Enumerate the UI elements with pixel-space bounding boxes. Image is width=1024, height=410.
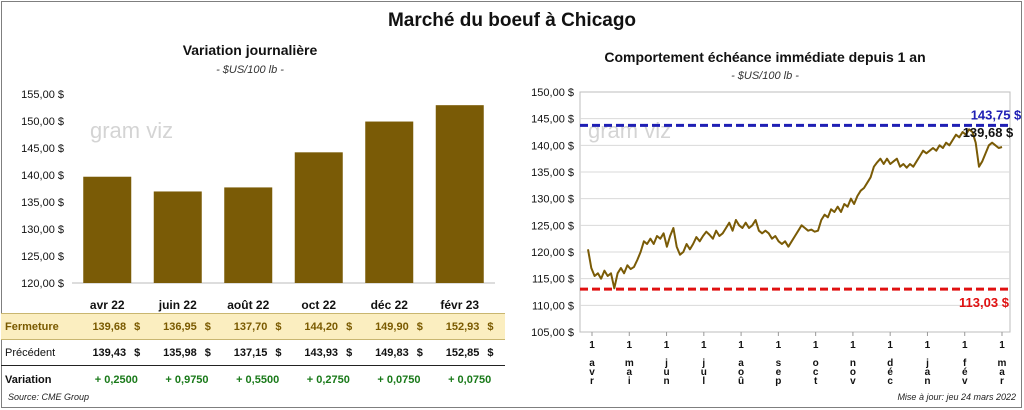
table-cell: 149,83 $ bbox=[375, 346, 423, 359]
y-tick-label: 110,00 $ bbox=[532, 300, 574, 312]
bar-chart-title: Variation journalière bbox=[182, 42, 318, 58]
table-row: Précédent 139,43 $ 135,98 $ 137,15 $ 143,93 $ 149… bbox=[1, 340, 505, 366]
x-tick-label: oct 22 bbox=[301, 298, 336, 312]
table-cell: 152,93 $ bbox=[434, 313, 505, 340]
y-tick-label: 150,00 $ bbox=[21, 116, 64, 128]
y-tick-label: 140,00 $ bbox=[21, 170, 64, 182]
x-tick-label: avr 22 bbox=[90, 298, 125, 312]
table-cell: + 0,5500 bbox=[222, 365, 293, 394]
line-chart: 105,00 $ 110,00 $ 115,00 $ 120,00 $ 125,00 $… bbox=[531, 87, 1022, 387]
price-line bbox=[587, 128, 1003, 290]
y-tick-label: 135,00 $ bbox=[531, 167, 574, 179]
x-tick-label: déc 22 bbox=[371, 298, 409, 312]
high-label: 143,75 $ bbox=[971, 107, 1022, 122]
y-tick-label: 130,00 $ bbox=[531, 194, 574, 206]
y-tick-label: 150,00 $ bbox=[531, 87, 574, 99]
y-tick-label: 130,00 $ bbox=[21, 224, 64, 236]
table-cell: 149,90 $ bbox=[363, 313, 435, 340]
price-table: Fermeture 139,68 $136,95 $137,70 $144,20 $149… bbox=[1, 313, 505, 394]
table-cell: 137,15 $ bbox=[233, 346, 282, 359]
table-row: Variation + 0,2500 + 0,9750 + 0,5500 + 0,275… bbox=[1, 365, 505, 394]
table-cell: 139,68 $ bbox=[81, 313, 152, 340]
table-cell: + 0,2500 bbox=[81, 365, 152, 394]
source-note: Source: CME Group bbox=[8, 392, 90, 402]
y-tick-label: 135,00 $ bbox=[21, 197, 64, 209]
bar-chart-unit: - $US/100 lb - bbox=[216, 64, 284, 76]
bar bbox=[294, 152, 343, 283]
row-label: Précédent bbox=[5, 346, 56, 359]
y-tick-label: 145,00 $ bbox=[21, 143, 64, 155]
y-tick-label: 125,00 $ bbox=[21, 251, 64, 263]
low-label: 113,03 $ bbox=[959, 295, 1010, 310]
table-cell: 144,20 $ bbox=[292, 313, 364, 340]
y-tick-label: 155,00 $ bbox=[21, 89, 64, 101]
bar bbox=[365, 121, 414, 283]
table-cell: + 0,2750 bbox=[292, 365, 364, 394]
update-note: Mise à jour: jeu 24 mars 2022 bbox=[897, 392, 1016, 402]
y-tick-label: 145,00 $ bbox=[531, 114, 574, 126]
table-cell: + 0,9750 bbox=[151, 365, 223, 394]
table-cell: + 0,0750 bbox=[434, 365, 505, 394]
last-label: 139,68 $ bbox=[963, 125, 1014, 140]
table-cell: 152,85 $ bbox=[445, 346, 494, 359]
line-chart-unit: - $US/100 lb - bbox=[731, 70, 799, 82]
x-tick-label: juin 22 bbox=[158, 298, 197, 312]
bar bbox=[224, 187, 273, 283]
row-label: Variation bbox=[1, 365, 81, 394]
y-tick-label: 140,00 $ bbox=[531, 140, 574, 152]
bar-chart: 120,00 $ 125,00 $ 130,00 $ 135,00 $ 140,00 $… bbox=[21, 89, 495, 312]
x-tick-label: août 22 bbox=[227, 298, 269, 312]
plot-area bbox=[579, 91, 1011, 333]
watermark: gram viz bbox=[588, 118, 671, 143]
table-row: Fermeture 139,68 $136,95 $137,70 $144,20 $149… bbox=[1, 313, 505, 340]
table-cell: 137,70 $ bbox=[222, 313, 293, 340]
bar bbox=[83, 176, 132, 283]
table-cell: + 0,0750 bbox=[363, 365, 435, 394]
table-cell: 135,98 $ bbox=[163, 346, 211, 359]
table-cell: 136,95 $ bbox=[151, 313, 223, 340]
x-tick-label: févr 23 bbox=[440, 298, 479, 312]
page-title: Marché du boeuf à Chicago bbox=[387, 10, 637, 31]
watermark: gram viz bbox=[90, 118, 173, 143]
row-label: Fermeture bbox=[1, 313, 81, 340]
table-cell: 143,93 $ bbox=[304, 346, 353, 359]
y-tick-label: 115,00 $ bbox=[532, 274, 574, 286]
y-tick-label: 120,00 $ bbox=[531, 247, 574, 259]
y-tick-label: 105,00 $ bbox=[531, 327, 574, 339]
bar bbox=[435, 105, 484, 283]
bar bbox=[153, 191, 202, 283]
y-tick-label: 120,00 $ bbox=[21, 278, 64, 290]
line-chart-title: Comportement échéance immédiate depuis 1… bbox=[604, 49, 926, 65]
table-cell: 139,43 $ bbox=[92, 346, 141, 359]
y-tick-label: 125,00 $ bbox=[531, 220, 574, 232]
